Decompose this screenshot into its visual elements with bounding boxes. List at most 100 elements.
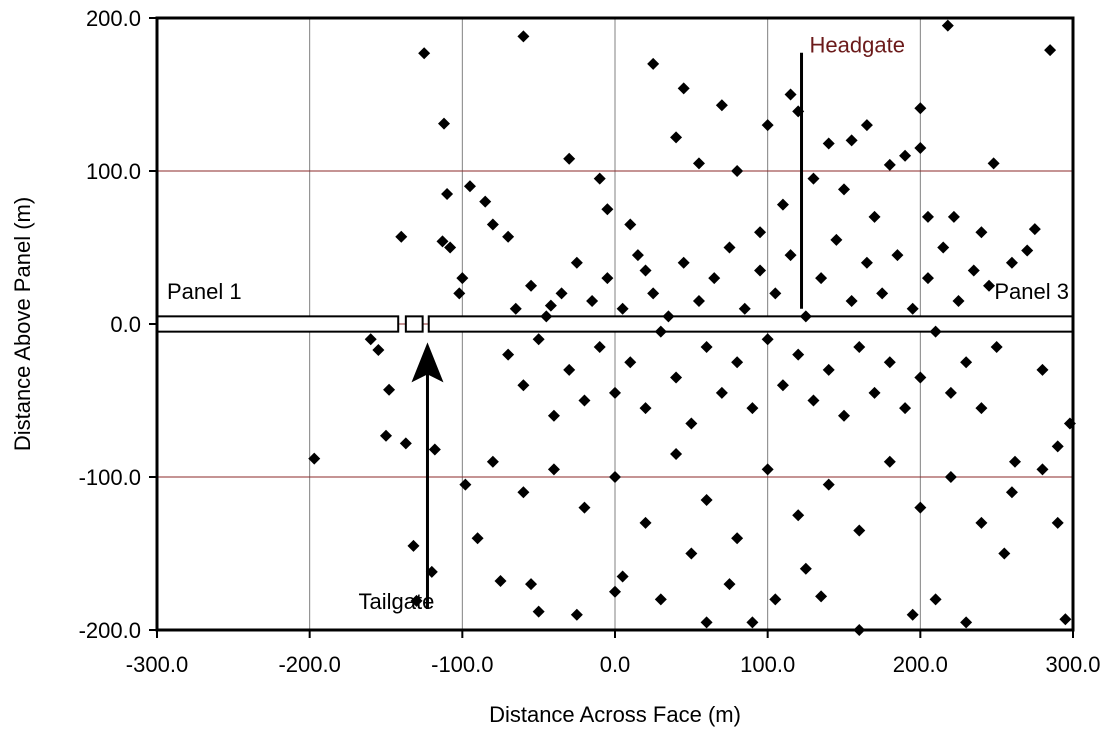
y-tick-label: -100.0 xyxy=(79,465,141,490)
data-point xyxy=(708,272,721,285)
data-point xyxy=(815,590,828,603)
data-point xyxy=(436,235,449,248)
data-points xyxy=(308,19,1076,636)
data-point xyxy=(731,165,744,177)
data-point xyxy=(807,172,820,185)
data-point xyxy=(769,287,782,300)
data-point xyxy=(731,356,744,369)
x-axis-ticks: -300.0 -200.0 -100.0 0.0 100.0 200.0 300.0 xyxy=(126,630,1101,677)
data-point xyxy=(1005,256,1018,269)
data-point xyxy=(761,463,774,476)
data-point xyxy=(952,295,965,308)
data-point xyxy=(990,340,1003,353)
data-point xyxy=(860,256,873,269)
data-point xyxy=(639,264,652,277)
data-point xyxy=(1036,463,1049,476)
data-point xyxy=(998,547,1011,560)
data-point xyxy=(906,608,919,621)
data-point xyxy=(463,180,476,193)
data-point xyxy=(428,443,441,456)
data-point xyxy=(845,134,858,147)
data-point xyxy=(407,539,420,552)
data-point xyxy=(438,117,451,130)
y-tick-label: 200.0 xyxy=(86,6,141,31)
data-point xyxy=(822,137,835,150)
data-point xyxy=(410,594,423,607)
data-point xyxy=(723,241,736,254)
data-point xyxy=(517,486,530,499)
data-point xyxy=(502,348,515,361)
panel-1-label: Panel 1 xyxy=(167,279,242,304)
data-point xyxy=(563,363,576,376)
data-point xyxy=(960,356,973,369)
data-point xyxy=(761,333,774,346)
data-point xyxy=(1051,516,1064,529)
data-point xyxy=(838,409,850,422)
data-point xyxy=(631,249,644,262)
data-point xyxy=(860,119,873,132)
data-point xyxy=(944,471,957,483)
x-axis-title: Distance Across Face (m) xyxy=(489,702,741,727)
x-tick-label: 0.0 xyxy=(600,652,631,677)
data-point xyxy=(967,264,980,277)
panel-outline xyxy=(427,315,1075,333)
data-point xyxy=(891,249,904,262)
x-tick-label: -100.0 xyxy=(431,652,493,677)
data-point xyxy=(1059,613,1072,626)
data-point xyxy=(868,210,881,223)
data-point xyxy=(654,593,667,606)
data-point xyxy=(983,279,996,292)
data-point xyxy=(947,210,960,223)
data-point xyxy=(784,88,797,101)
y-axis-ticks: -200.0 -100.0 0.0 100.0 200.0 xyxy=(79,6,157,643)
data-point xyxy=(899,149,912,162)
data-point xyxy=(563,152,576,165)
data-point xyxy=(456,272,469,285)
data-point xyxy=(792,509,805,522)
data-point xyxy=(609,585,621,598)
data-point xyxy=(685,417,698,430)
data-point xyxy=(647,57,660,70)
annotations: Headgate Tailgate Panel 1 Panel 3 xyxy=(167,33,1069,614)
data-point xyxy=(746,402,759,415)
data-point xyxy=(525,279,538,292)
data-point xyxy=(609,386,621,399)
data-point xyxy=(731,532,744,545)
data-point xyxy=(364,333,377,346)
data-point xyxy=(799,562,812,575)
data-point xyxy=(441,187,454,200)
data-point xyxy=(662,310,675,323)
data-point xyxy=(540,310,553,323)
data-point xyxy=(555,287,568,300)
tailgate-arrow-head xyxy=(411,342,444,383)
data-point xyxy=(715,386,728,399)
y-tick-label: 0.0 xyxy=(110,312,141,337)
data-point xyxy=(677,256,690,269)
data-point xyxy=(883,356,896,369)
data-point xyxy=(921,210,934,223)
data-point xyxy=(601,203,614,216)
data-point xyxy=(883,158,896,171)
data-point xyxy=(975,226,988,239)
data-point xyxy=(593,172,606,185)
data-point xyxy=(1051,440,1064,453)
data-point xyxy=(700,493,713,506)
data-point xyxy=(479,195,492,208)
data-point xyxy=(822,363,835,376)
data-point xyxy=(547,463,560,476)
data-point xyxy=(399,437,412,450)
x-tick-label: 300.0 xyxy=(1045,652,1100,677)
data-point xyxy=(937,241,950,254)
data-point xyxy=(929,325,942,338)
data-point xyxy=(525,578,538,591)
data-point xyxy=(532,605,545,618)
data-point xyxy=(944,386,957,399)
data-point xyxy=(975,402,988,415)
data-point xyxy=(700,340,713,353)
data-point xyxy=(845,295,858,308)
data-point xyxy=(494,575,507,588)
data-point xyxy=(975,516,988,529)
panel-outlines xyxy=(156,315,1075,333)
data-point xyxy=(987,157,1000,170)
